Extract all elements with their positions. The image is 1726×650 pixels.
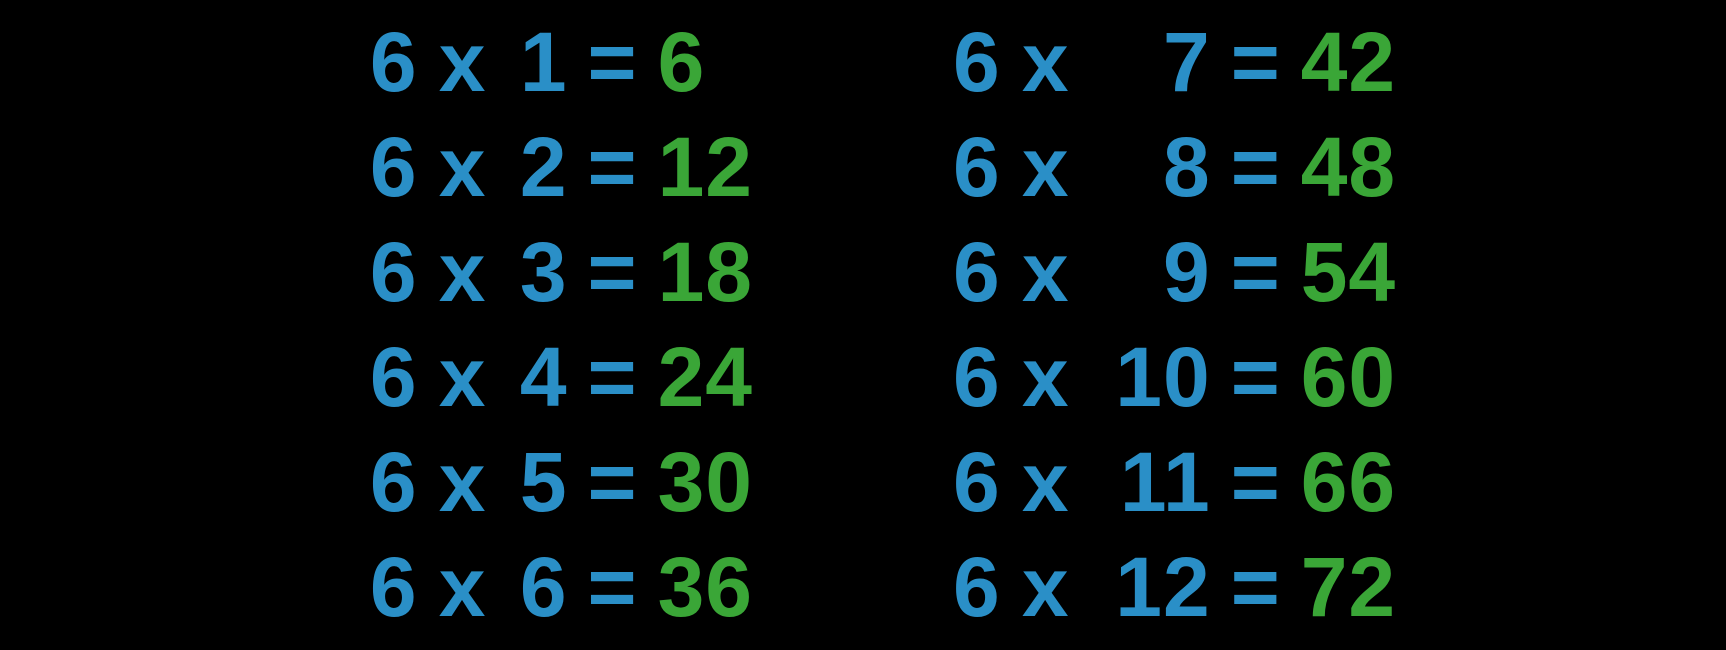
operator: x (1001, 115, 1091, 220)
multiplication-table: 6 x 1 = 6 6 x 2 = 12 6 x 3 = 18 6 x 4 = … (330, 10, 1396, 640)
multiplicand: 6 (370, 10, 418, 115)
operator: x (1001, 430, 1091, 535)
multiplier: 11 (1091, 430, 1211, 535)
table-row: 6 x 11 = 66 (953, 430, 1396, 535)
multiplier: 3 (508, 220, 568, 325)
multiplicand: 6 (370, 325, 418, 430)
multiplicand: 6 (370, 535, 418, 640)
multiplier: 2 (508, 115, 568, 220)
result: 12 (658, 115, 753, 220)
equals: = (1211, 325, 1301, 430)
multiplicand: 6 (953, 115, 1001, 220)
result: 6 (658, 10, 706, 115)
equals: = (568, 325, 658, 430)
table-row: 6 x 9 = 54 (953, 220, 1396, 325)
table-row: 6 x 12 = 72 (953, 535, 1396, 640)
table-row: 6 x 8 = 48 (953, 115, 1396, 220)
equals: = (568, 430, 658, 535)
multiplier: 6 (508, 535, 568, 640)
multiplicand: 6 (953, 10, 1001, 115)
multiplicand: 6 (370, 430, 418, 535)
equals: = (1211, 535, 1301, 640)
operator: x (418, 10, 508, 115)
result: 42 (1301, 10, 1396, 115)
operator: x (418, 325, 508, 430)
equals: = (1211, 10, 1301, 115)
multiplier: 10 (1091, 325, 1211, 430)
equals: = (568, 115, 658, 220)
result: 30 (658, 430, 753, 535)
result: 24 (658, 325, 753, 430)
multiplier: 5 (508, 430, 568, 535)
result: 72 (1301, 535, 1396, 640)
multiplier: 4 (508, 325, 568, 430)
result: 36 (658, 535, 753, 640)
multiplier: 9 (1091, 220, 1211, 325)
multiplier: 1 (508, 10, 568, 115)
result: 48 (1301, 115, 1396, 220)
operator: x (418, 535, 508, 640)
multiplicand: 6 (370, 115, 418, 220)
multiplier: 7 (1091, 10, 1211, 115)
table-column-left: 6 x 1 = 6 6 x 2 = 12 6 x 3 = 18 6 x 4 = … (370, 10, 753, 640)
result: 18 (658, 220, 753, 325)
multiplier: 12 (1091, 535, 1211, 640)
table-row: 6 x 3 = 18 (370, 220, 753, 325)
multiplicand: 6 (370, 220, 418, 325)
equals: = (1211, 115, 1301, 220)
table-row: 6 x 10 = 60 (953, 325, 1396, 430)
table-row: 6 x 2 = 12 (370, 115, 753, 220)
operator: x (1001, 535, 1091, 640)
multiplicand: 6 (953, 220, 1001, 325)
equals: = (1211, 430, 1301, 535)
operator: x (1001, 220, 1091, 325)
operator: x (418, 430, 508, 535)
equals: = (568, 535, 658, 640)
multiplicand: 6 (953, 430, 1001, 535)
equals: = (568, 220, 658, 325)
equals: = (568, 10, 658, 115)
table-row: 6 x 4 = 24 (370, 325, 753, 430)
operator: x (418, 220, 508, 325)
result: 54 (1301, 220, 1396, 325)
table-row: 6 x 1 = 6 (370, 10, 753, 115)
table-column-right: 6 x 7 = 42 6 x 8 = 48 6 x 9 = 54 6 x 10 … (953, 10, 1396, 640)
table-row: 6 x 6 = 36 (370, 535, 753, 640)
table-row: 6 x 5 = 30 (370, 430, 753, 535)
multiplier: 8 (1091, 115, 1211, 220)
operator: x (1001, 325, 1091, 430)
operator: x (1001, 10, 1091, 115)
result: 66 (1301, 430, 1396, 535)
multiplicand: 6 (953, 325, 1001, 430)
result: 60 (1301, 325, 1396, 430)
table-row: 6 x 7 = 42 (953, 10, 1396, 115)
equals: = (1211, 220, 1301, 325)
multiplicand: 6 (953, 535, 1001, 640)
operator: x (418, 115, 508, 220)
